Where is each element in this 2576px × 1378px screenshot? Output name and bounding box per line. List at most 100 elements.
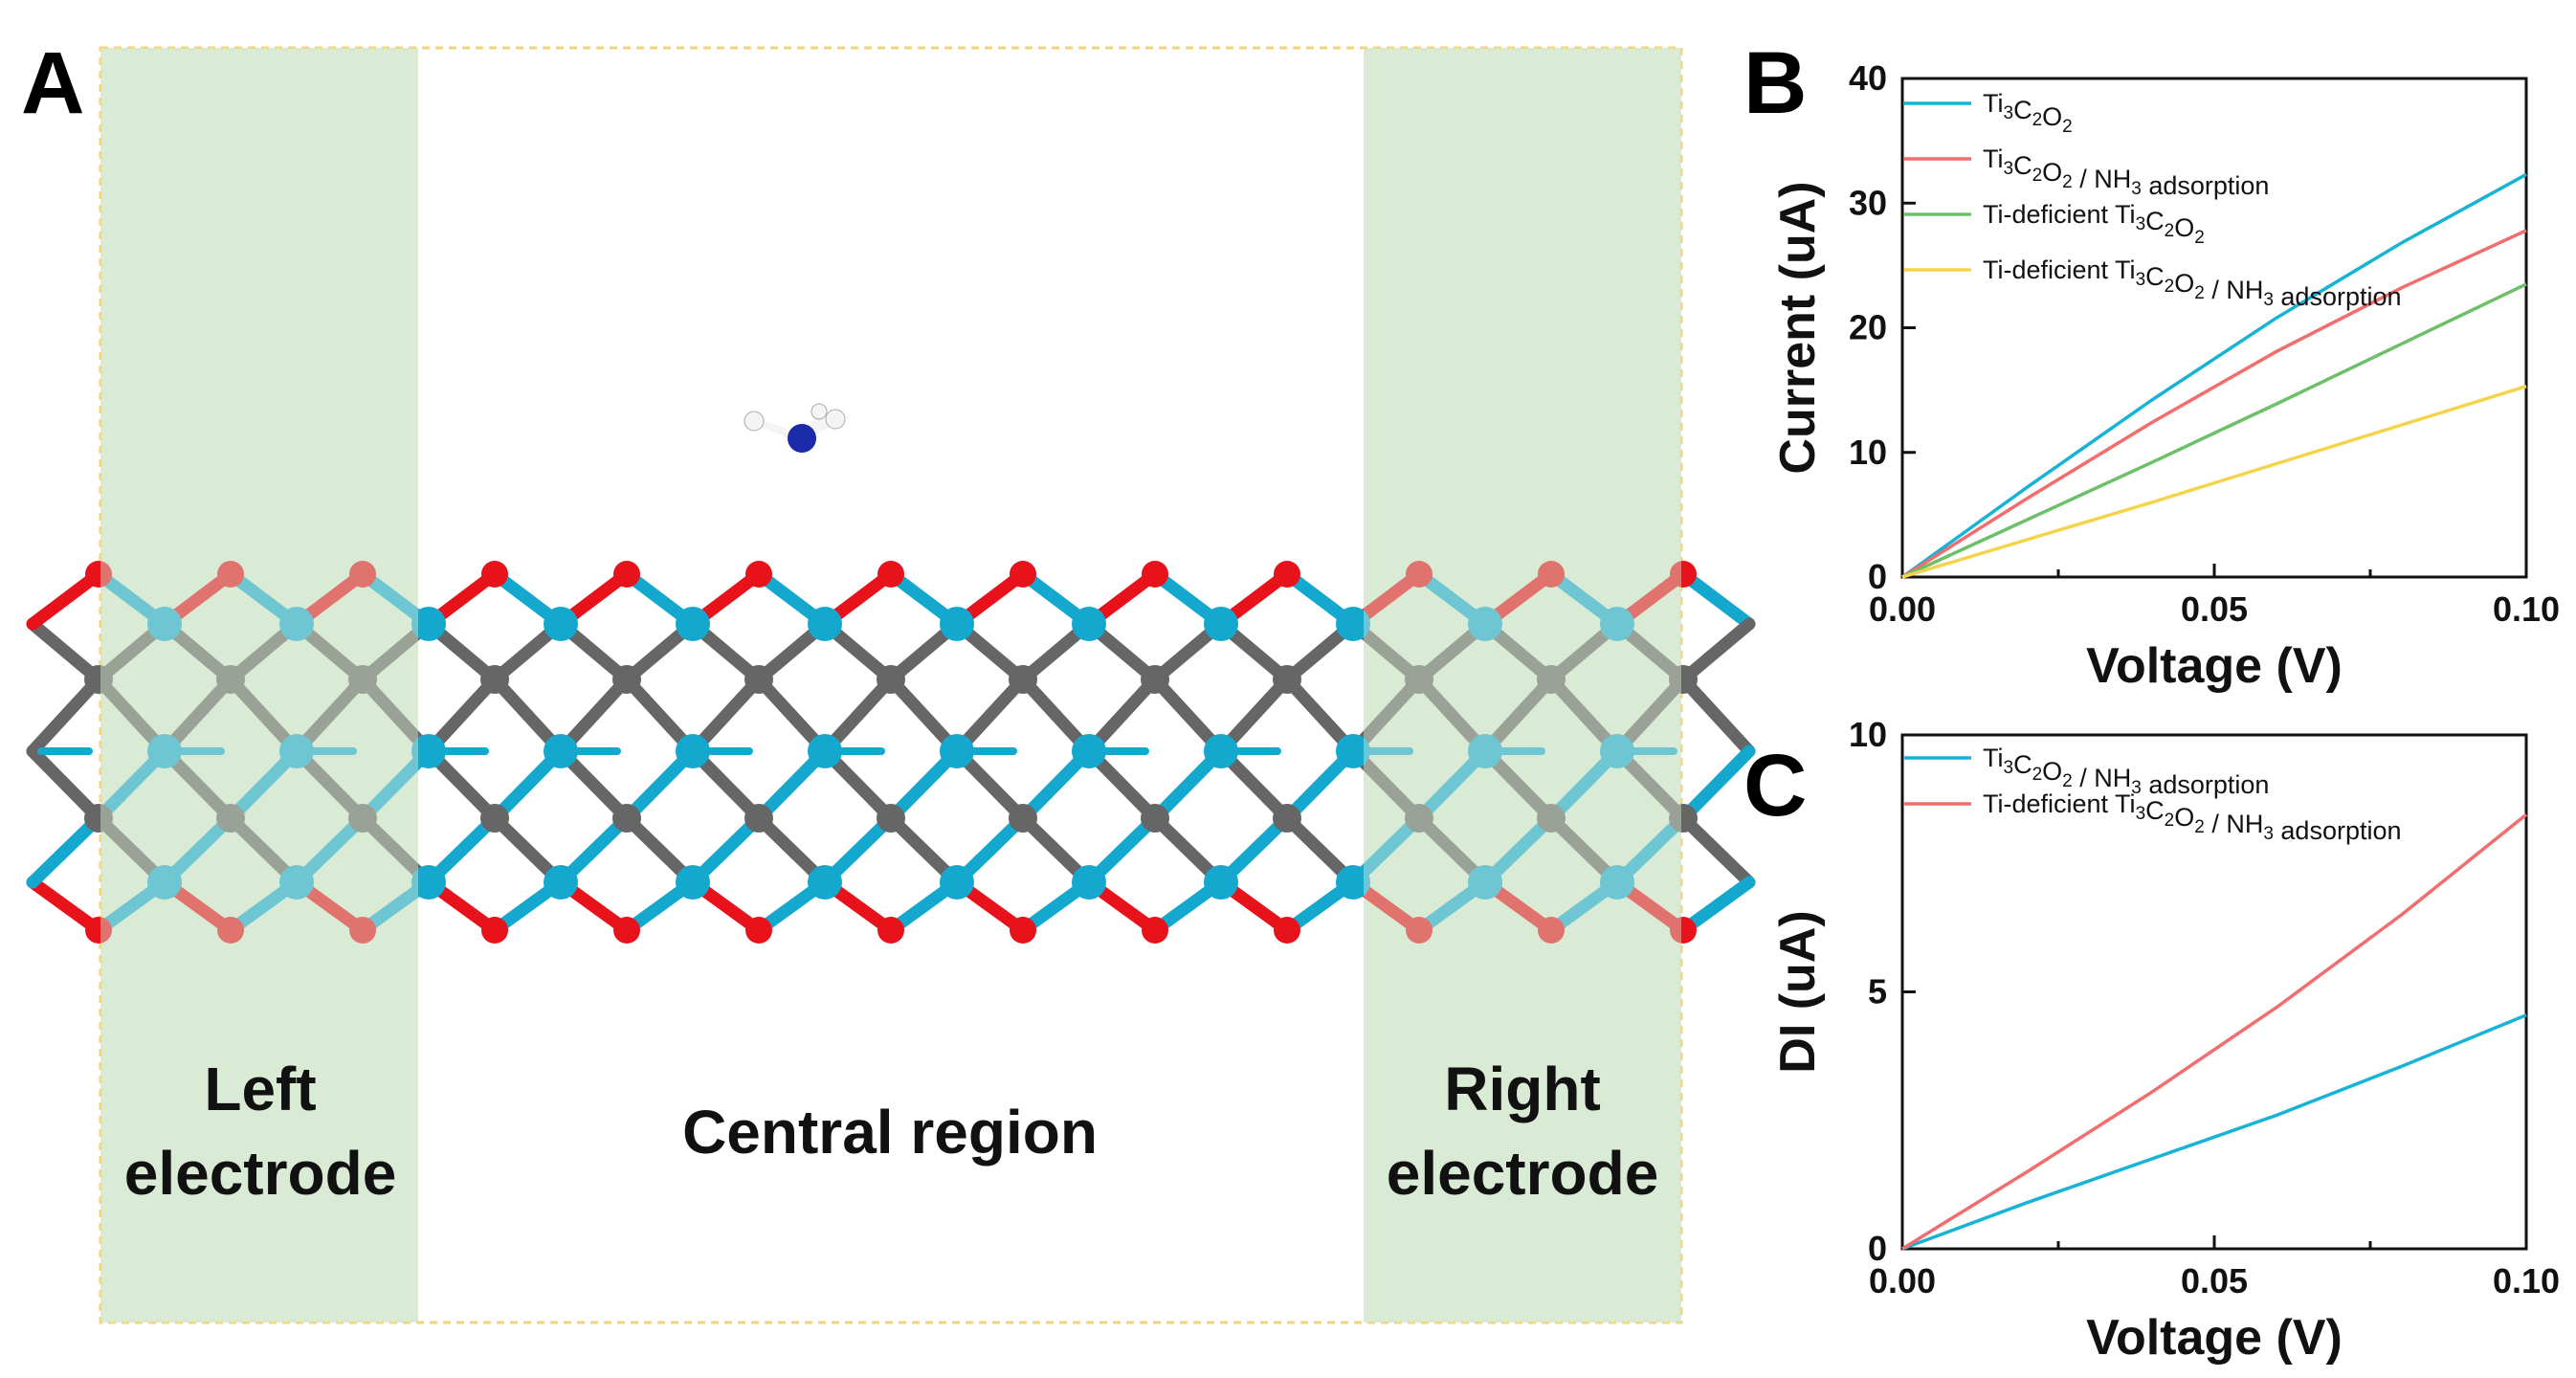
carbon-atom bbox=[1273, 665, 1301, 694]
titanium-atom bbox=[1468, 607, 1502, 641]
bond bbox=[26, 811, 105, 889]
carbon-atom bbox=[216, 665, 245, 694]
titanium-atom bbox=[279, 607, 314, 641]
bond bbox=[26, 745, 105, 825]
titanium-atom bbox=[1468, 734, 1502, 768]
titanium-atom bbox=[676, 607, 710, 641]
titanium-atom bbox=[1072, 865, 1106, 900]
panel-letter-a: A bbox=[21, 34, 84, 132]
series-line-4 bbox=[1901, 385, 2527, 579]
series-line-3 bbox=[1901, 282, 2527, 579]
panel-c-di-chart: C 0 5 10 0.00 0.05 0.10 Ti3C2O2 / NH3 adsorpti… bbox=[1743, 715, 2560, 1366]
chart-c-plot-area: 0 5 10 0.00 0.05 0.10 Ti3C2O2 / NH3 adsorption… bbox=[1849, 715, 2560, 1300]
titanium-atom bbox=[1468, 865, 1502, 900]
oxygen-atom bbox=[481, 917, 508, 944]
bond bbox=[1677, 745, 1756, 825]
series-line-2 bbox=[1901, 812, 2528, 1251]
oxygen-atom bbox=[745, 917, 772, 944]
titanium-atom bbox=[1336, 865, 1370, 900]
oxygen-atom bbox=[349, 917, 376, 944]
oxygen-atom bbox=[1538, 561, 1565, 588]
titanium-atom bbox=[544, 865, 578, 900]
chart-c-y-axis-title: DI (uA) bbox=[1770, 910, 1826, 1073]
x-tick-label: 0.05 bbox=[2181, 589, 2248, 629]
y-tick-label: 30 bbox=[1849, 183, 1887, 222]
titanium-atom bbox=[279, 865, 314, 900]
carbon-atom bbox=[348, 665, 377, 694]
titanium-atom bbox=[411, 734, 446, 768]
x-tick-label: 0.05 bbox=[2181, 1261, 2248, 1300]
bond bbox=[26, 876, 105, 937]
carbon-atom bbox=[480, 665, 509, 694]
right-electrode-label-line1: Right bbox=[1444, 1055, 1601, 1123]
y-tick-label: 0 bbox=[1868, 1229, 1887, 1268]
legend-label-3: Ti-deficient Ti3C2O2 bbox=[1983, 200, 2205, 248]
carbon-atom bbox=[1141, 804, 1169, 833]
titanium-atom bbox=[808, 607, 842, 641]
carbon-atom bbox=[1405, 804, 1433, 833]
nitrogen-atom bbox=[788, 424, 816, 453]
chart-b-plot-area: 0 10 20 30 40 0.00 0.05 0.10 Ti3C2O2 Ti3C2O2 / NH… bbox=[1849, 58, 2560, 629]
carbon-atom bbox=[1141, 665, 1169, 694]
oxygen-atom bbox=[1406, 917, 1432, 944]
left-electrode-label-line2: electrode bbox=[124, 1139, 397, 1208]
carbon-atom bbox=[1537, 665, 1566, 694]
oxygen-atom bbox=[1010, 561, 1036, 588]
panel-a-device-structure: A Left electrode Central region Right el… bbox=[21, 34, 1756, 1324]
oxygen-atom bbox=[217, 561, 244, 588]
oxygen-atom bbox=[349, 561, 376, 588]
carbon-atom bbox=[84, 804, 113, 833]
y-tick-label: 5 bbox=[1868, 972, 1887, 1011]
carbon-atom bbox=[1405, 665, 1433, 694]
bond bbox=[26, 617, 105, 686]
series-line-1 bbox=[1901, 1013, 2527, 1251]
atomic-lattice bbox=[26, 561, 1756, 944]
titanium-atom bbox=[1336, 607, 1370, 641]
oxygen-atom bbox=[1670, 561, 1697, 588]
oxygen-atom bbox=[1670, 917, 1697, 944]
carbon-atom bbox=[1273, 804, 1301, 833]
carbon-atom bbox=[1669, 665, 1698, 694]
carbon-atom bbox=[612, 804, 641, 833]
x-tick-label: 0.10 bbox=[2493, 589, 2560, 629]
titanium-atom bbox=[1600, 734, 1634, 768]
y-tick-label: 10 bbox=[1849, 715, 1887, 754]
y-tick-label: 20 bbox=[1849, 308, 1887, 347]
carbon-atom bbox=[744, 804, 773, 833]
titanium-atom bbox=[147, 734, 182, 768]
titanium-atom bbox=[808, 734, 842, 768]
right-electrode-overlay bbox=[1364, 48, 1681, 1322]
carbon-atom bbox=[348, 804, 377, 833]
carbon-atom bbox=[1537, 804, 1566, 833]
oxygen-atom bbox=[877, 561, 904, 588]
oxygen-atom bbox=[85, 561, 112, 588]
right-electrode-label-line2: electrode bbox=[1387, 1139, 1659, 1208]
panel-letter-b: B bbox=[1743, 34, 1807, 132]
titanium-atom bbox=[544, 607, 578, 641]
legend-label-2: Ti3C2O2 / NH3 adsorption bbox=[1983, 144, 2269, 200]
series-line-2 bbox=[1901, 229, 2527, 579]
oxygen-atom bbox=[1142, 917, 1168, 944]
left-electrode-overlay bbox=[100, 48, 418, 1322]
carbon-atom bbox=[1669, 804, 1698, 833]
carbon-atom bbox=[1009, 804, 1037, 833]
oxygen-atom bbox=[1142, 561, 1168, 588]
bond bbox=[26, 567, 105, 631]
x-tick-label: 0.10 bbox=[2493, 1261, 2560, 1300]
carbon-atom bbox=[877, 804, 905, 833]
titanium-atom bbox=[940, 865, 974, 900]
titanium-atom bbox=[1204, 607, 1238, 641]
hydrogen-atom bbox=[825, 409, 846, 430]
bond bbox=[1677, 811, 1756, 889]
titanium-atom bbox=[1072, 607, 1106, 641]
oxygen-atom bbox=[745, 561, 772, 588]
panel-b-iv-chart: B 0 10 20 30 40 0.00 0.05 0.10 Ti3C2O2 Ti3C2O2 / … bbox=[1743, 34, 2560, 694]
bond bbox=[1677, 876, 1756, 937]
legend-label-1: Ti3C2O2 bbox=[1983, 89, 2073, 137]
titanium-atom bbox=[1600, 607, 1634, 641]
nh3-molecule bbox=[744, 403, 846, 453]
titanium-atom bbox=[676, 865, 710, 900]
oxygen-atom bbox=[1274, 561, 1300, 588]
y-tick-label: 10 bbox=[1849, 433, 1887, 472]
titanium-atom bbox=[147, 607, 182, 641]
